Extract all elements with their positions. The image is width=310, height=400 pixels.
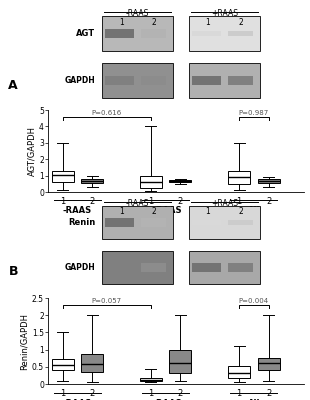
Text: All: All [248, 206, 260, 215]
Bar [189, 63, 260, 98]
Bar [228, 263, 253, 272]
Bar [105, 28, 134, 38]
Bar [102, 206, 173, 239]
Text: 1: 1 [148, 389, 153, 398]
Bar [189, 206, 260, 239]
Text: 2: 2 [266, 197, 271, 206]
Bar [228, 31, 253, 36]
Text: 2: 2 [90, 197, 95, 206]
Bar [192, 31, 221, 36]
Text: GAPDH: GAPDH [64, 263, 95, 272]
PathPatch shape [228, 171, 250, 184]
Text: A: A [8, 79, 18, 92]
Text: +RAAS: +RAAS [149, 206, 182, 215]
Text: 2: 2 [266, 389, 271, 398]
Bar [141, 28, 166, 38]
Text: +RAAS: +RAAS [211, 199, 238, 208]
Bar [102, 16, 173, 51]
Bar [189, 16, 260, 51]
Text: P=0.616: P=0.616 [92, 110, 122, 116]
Text: -RAAS: -RAAS [63, 206, 92, 215]
Text: -RAAS: -RAAS [126, 9, 149, 18]
Text: +RAAS: +RAAS [211, 9, 238, 18]
Text: -RAAS: -RAAS [63, 399, 92, 400]
PathPatch shape [52, 359, 74, 370]
Y-axis label: Renin/GAPDH: Renin/GAPDH [20, 312, 29, 370]
Text: 2: 2 [152, 18, 157, 27]
Bar [105, 263, 134, 272]
Bar [105, 218, 134, 227]
Text: 2: 2 [239, 207, 243, 216]
Bar [141, 218, 166, 227]
Text: 1: 1 [237, 389, 242, 398]
Text: 1: 1 [237, 197, 242, 206]
PathPatch shape [258, 358, 280, 370]
Text: 1: 1 [60, 197, 65, 206]
Text: GAPDH: GAPDH [64, 76, 95, 85]
PathPatch shape [169, 180, 191, 182]
PathPatch shape [228, 366, 250, 378]
Bar [141, 76, 166, 86]
PathPatch shape [140, 378, 162, 381]
Text: 1: 1 [148, 197, 153, 206]
Text: 2: 2 [239, 18, 243, 27]
Bar [141, 263, 166, 272]
Text: Renin: Renin [68, 218, 95, 227]
Text: 1: 1 [119, 18, 123, 27]
Text: P=0.987: P=0.987 [239, 110, 269, 116]
PathPatch shape [169, 350, 191, 373]
Text: B: B [8, 265, 18, 278]
Bar [192, 220, 221, 225]
Text: +RAAS: +RAAS [149, 399, 182, 400]
Bar [189, 251, 260, 284]
Bar [192, 263, 221, 272]
Bar [228, 220, 253, 225]
Text: -RAAS: -RAAS [126, 199, 149, 208]
Text: 1: 1 [60, 389, 65, 398]
Text: 2: 2 [178, 389, 183, 398]
Text: 1: 1 [206, 207, 210, 216]
Bar [192, 76, 221, 86]
Bar [105, 76, 134, 86]
Text: P=0.004: P=0.004 [239, 298, 269, 304]
Bar [102, 63, 173, 98]
Bar [102, 251, 173, 284]
Bar [228, 76, 253, 86]
PathPatch shape [140, 176, 162, 188]
Text: 1: 1 [119, 207, 123, 216]
PathPatch shape [81, 178, 103, 184]
Text: 2: 2 [152, 207, 157, 216]
PathPatch shape [81, 354, 103, 372]
Text: 1: 1 [206, 18, 210, 27]
Text: 2: 2 [178, 197, 183, 206]
Y-axis label: AGT/GAPDH: AGT/GAPDH [27, 126, 36, 176]
Text: All: All [248, 399, 260, 400]
Text: P=0.057: P=0.057 [92, 298, 122, 304]
Text: 2: 2 [90, 389, 95, 398]
PathPatch shape [52, 171, 74, 182]
Text: AGT: AGT [76, 29, 95, 38]
PathPatch shape [258, 179, 280, 183]
